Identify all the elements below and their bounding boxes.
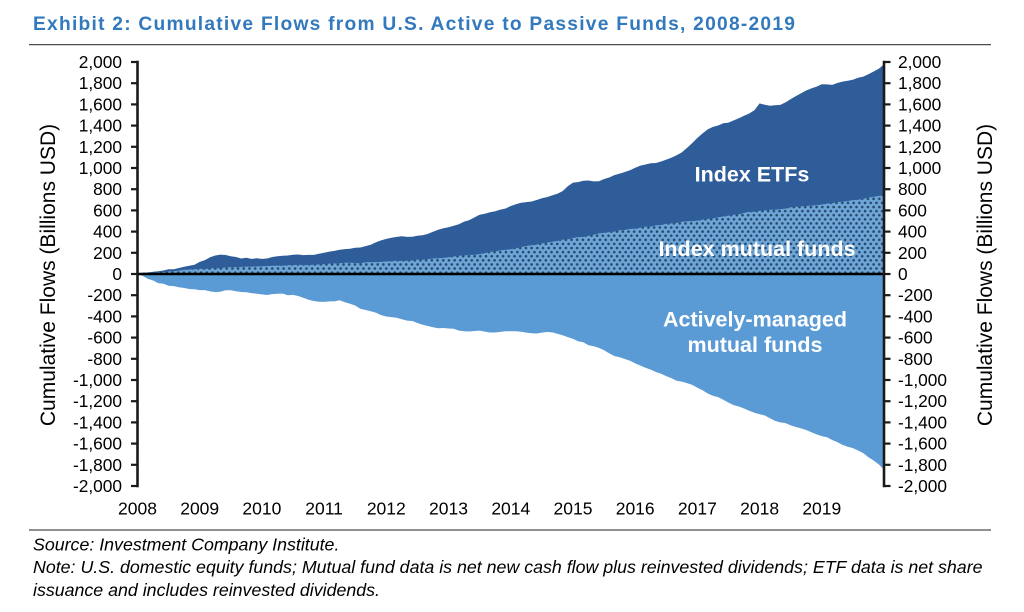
- svg-text:-1,200: -1,200: [898, 391, 947, 411]
- svg-text:0: 0: [112, 264, 122, 284]
- svg-text:2009: 2009: [180, 499, 219, 519]
- svg-text:-200: -200: [87, 285, 122, 305]
- svg-text:-1,200: -1,200: [73, 391, 122, 411]
- svg-text:1,400: 1,400: [898, 116, 941, 136]
- svg-text:600: 600: [93, 200, 122, 220]
- svg-text:-2,000: -2,000: [73, 476, 122, 496]
- svg-text:Note: U.S. domestic equity fun: Note: U.S. domestic equity funds; Mutual…: [33, 557, 983, 577]
- svg-text:2018: 2018: [740, 499, 779, 519]
- svg-text:2,000: 2,000: [898, 52, 941, 72]
- svg-text:-400: -400: [87, 306, 122, 326]
- svg-text:2010: 2010: [242, 499, 281, 519]
- svg-text:200: 200: [898, 243, 927, 263]
- svg-text:600: 600: [898, 200, 927, 220]
- svg-text:-1,400: -1,400: [73, 412, 122, 432]
- svg-text:-800: -800: [87, 349, 122, 369]
- svg-text:1,800: 1,800: [79, 73, 122, 93]
- svg-text:2011: 2011: [305, 499, 343, 519]
- svg-text:1,000: 1,000: [898, 158, 941, 178]
- svg-text:2016: 2016: [616, 499, 655, 519]
- svg-text:Source: Investment Company Ins: Source: Investment Company Institute.: [33, 535, 339, 555]
- svg-text:0: 0: [898, 264, 908, 284]
- svg-text:2008: 2008: [118, 499, 157, 519]
- svg-text:2019: 2019: [802, 499, 841, 519]
- svg-text:issuance and includes reinvest: issuance and includes reinvested dividen…: [33, 580, 380, 600]
- svg-text:1,800: 1,800: [898, 73, 941, 93]
- svg-text:2017: 2017: [678, 499, 717, 519]
- svg-text:1,600: 1,600: [79, 94, 122, 114]
- svg-text:2013: 2013: [429, 499, 468, 519]
- svg-text:-600: -600: [87, 328, 122, 348]
- svg-text:-1,600: -1,600: [898, 434, 947, 454]
- svg-text:1,600: 1,600: [898, 94, 941, 114]
- svg-text:Actively-managed: Actively-managed: [663, 308, 847, 332]
- svg-text:Cumulative Flows (Billions USD: Cumulative Flows (Billions USD): [37, 124, 60, 426]
- svg-text:2014: 2014: [491, 499, 530, 519]
- svg-text:2015: 2015: [554, 499, 593, 519]
- svg-text:-1,000: -1,000: [73, 370, 122, 390]
- svg-text:1,400: 1,400: [79, 116, 122, 136]
- svg-text:1,200: 1,200: [898, 137, 941, 157]
- svg-text:-1,800: -1,800: [898, 455, 947, 475]
- svg-text:-600: -600: [898, 328, 933, 348]
- svg-text:-1,000: -1,000: [898, 370, 947, 390]
- svg-text:1,200: 1,200: [79, 137, 122, 157]
- svg-text:Index mutual funds: Index mutual funds: [658, 237, 855, 261]
- svg-text:Cumulative Flows (Billions USD: Cumulative Flows (Billions USD): [974, 124, 997, 426]
- svg-text:2,000: 2,000: [79, 52, 122, 72]
- svg-text:400: 400: [898, 222, 927, 242]
- svg-text:-1,800: -1,800: [73, 455, 122, 475]
- svg-text:200: 200: [93, 243, 122, 263]
- svg-text:-1,600: -1,600: [73, 434, 122, 454]
- svg-text:-400: -400: [898, 306, 933, 326]
- svg-text:800: 800: [898, 179, 927, 199]
- svg-text:-1,400: -1,400: [898, 412, 947, 432]
- svg-text:Exhibit 2: Cumulative Flows fr: Exhibit 2: Cumulative Flows from U.S. Ac…: [33, 14, 796, 35]
- svg-text:-2,000: -2,000: [898, 476, 947, 496]
- svg-text:mutual funds: mutual funds: [688, 333, 823, 357]
- svg-text:-200: -200: [898, 285, 933, 305]
- svg-text:800: 800: [93, 179, 122, 199]
- svg-text:400: 400: [93, 222, 122, 242]
- svg-text:-800: -800: [898, 349, 933, 369]
- svg-text:2012: 2012: [367, 499, 406, 519]
- svg-text:Index ETFs: Index ETFs: [695, 163, 810, 187]
- svg-text:1,000: 1,000: [79, 158, 122, 178]
